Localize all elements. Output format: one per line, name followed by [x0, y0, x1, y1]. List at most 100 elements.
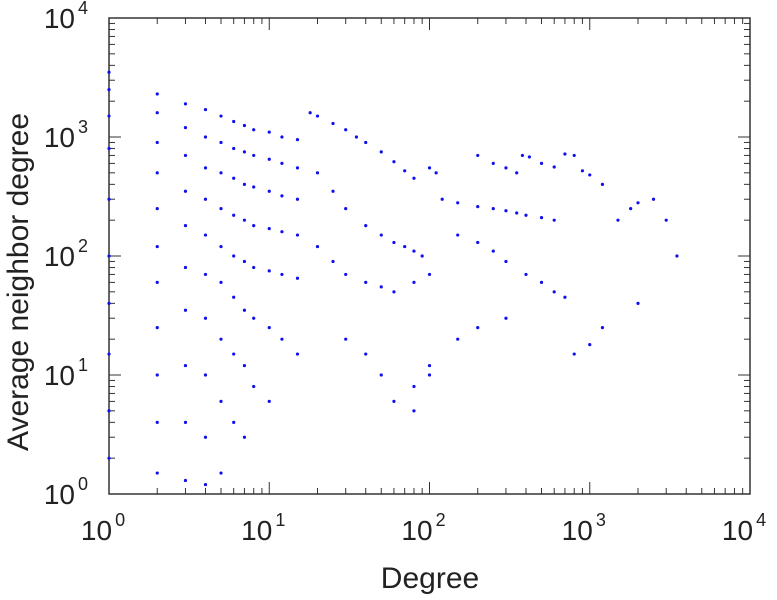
data-point [155, 280, 159, 284]
data-point [295, 233, 300, 237]
data-point [456, 337, 460, 341]
data-point [252, 384, 256, 389]
data-point [315, 114, 320, 118]
data-point [412, 409, 416, 413]
data-point [219, 337, 223, 341]
data-point [107, 456, 111, 460]
data-point [572, 153, 576, 158]
data-point [219, 280, 223, 284]
data-point [504, 316, 508, 320]
data-point [267, 399, 271, 403]
data-point [203, 107, 208, 112]
x-tick-label: 10 3 [562, 510, 606, 546]
data-point [295, 166, 300, 170]
data-point [563, 295, 567, 299]
data-point [476, 205, 480, 209]
data-point [563, 152, 567, 156]
data-point [331, 189, 335, 193]
data-point [107, 409, 111, 413]
data-point [580, 169, 585, 173]
data-point [107, 88, 111, 92]
x-tick-label: 10 0 [81, 510, 125, 546]
data-point [588, 173, 592, 177]
data-point [379, 233, 383, 237]
data-point [331, 259, 335, 264]
data-point [524, 213, 528, 217]
data-point [412, 249, 416, 253]
data-point [552, 165, 556, 169]
data-point [364, 140, 368, 145]
data-point [515, 171, 519, 175]
x-tick-label: 10 4 [722, 510, 766, 546]
data-point [219, 399, 223, 403]
data-point [491, 249, 495, 253]
data-point [315, 171, 320, 175]
data-point [267, 157, 271, 161]
data-point [242, 363, 247, 368]
data-point [344, 272, 348, 277]
data-point [107, 301, 111, 305]
data-point [420, 254, 424, 258]
x-tick-labels: 10 0 10 1 10 2 10 3 10 4 [81, 510, 766, 546]
data-point [232, 352, 236, 356]
data-point [427, 373, 432, 377]
data-point [456, 201, 460, 205]
data-point [203, 233, 208, 237]
data-point [539, 280, 544, 284]
data-point [155, 111, 159, 115]
data-point [219, 207, 223, 211]
data-point [379, 285, 383, 289]
data-point [280, 135, 284, 139]
data-point [252, 185, 256, 189]
data-point [252, 128, 256, 132]
y-tick-label: 10 3 [44, 117, 88, 153]
data-point [344, 337, 348, 341]
data-point [440, 197, 444, 201]
data-point [242, 218, 247, 222]
data-point [267, 130, 271, 134]
data-point [183, 478, 188, 483]
data-point [539, 216, 544, 220]
data-point [354, 135, 359, 139]
data-point [392, 290, 396, 294]
data-point [155, 171, 159, 175]
data-point [600, 182, 605, 186]
data-point [403, 244, 407, 249]
minor-ticks [109, 18, 750, 494]
data-point [412, 384, 416, 389]
data-point [295, 352, 300, 356]
data-point [107, 352, 111, 356]
data-point [295, 276, 300, 280]
data-point [183, 189, 188, 193]
data-point [183, 102, 188, 106]
data-point [427, 272, 432, 277]
data-point [539, 161, 544, 165]
data-point [315, 244, 320, 249]
data-point [183, 125, 188, 130]
data-point [636, 301, 640, 305]
data-point [183, 224, 188, 228]
data-point [183, 363, 188, 368]
data-point [515, 211, 519, 215]
data-points [107, 70, 679, 487]
data-point [520, 153, 525, 158]
plot-frame [108, 17, 751, 495]
data-point [344, 207, 348, 211]
data-point [280, 230, 284, 234]
data-point [456, 233, 460, 237]
data-point [552, 218, 556, 222]
data-point [504, 209, 508, 213]
data-point [252, 265, 256, 270]
data-point [527, 155, 531, 159]
data-point [203, 316, 208, 320]
data-point [572, 352, 576, 356]
data-point [267, 326, 271, 330]
data-point [280, 161, 284, 165]
data-point [219, 140, 223, 145]
data-point [267, 269, 271, 273]
data-point [267, 226, 271, 231]
data-point [107, 197, 111, 201]
data-point [155, 92, 159, 96]
y-tick-label: 10 4 [44, 0, 88, 34]
